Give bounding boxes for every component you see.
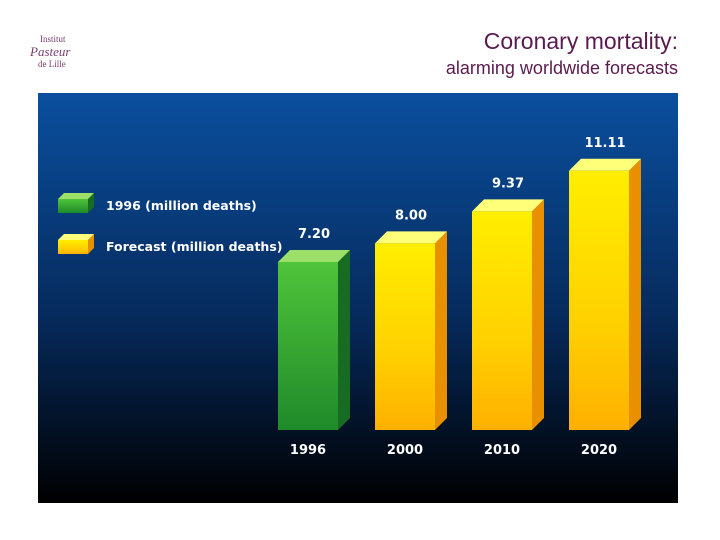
bar-2020 [569,158,641,430]
legend-swatch [58,240,88,254]
institut-pasteur-logo: Institut Pasteur de Lille [24,34,96,74]
legend-swatch-top [58,193,94,199]
chart-legend: 1996 (million deaths) Forecast (million d… [58,193,282,254]
bar-side [532,199,544,430]
bar-front [278,262,338,430]
legend-item-actual: 1996 (million deaths) [58,193,257,213]
legend-swatch-top [58,234,94,240]
logo-line-2: Pasteur [30,44,71,59]
bar-side [435,231,447,430]
value-label: 7.20 [298,227,330,242]
bar-2000 [375,231,447,430]
bar-front [375,243,435,430]
legend-swatch-side [88,234,94,254]
bar-top [569,158,641,171]
category-label: 2020 [581,443,617,458]
legend-label: Forecast (million deaths) [106,239,282,254]
bar-side [338,250,350,430]
legend-item-forecast: Forecast (million deaths) [58,234,282,254]
bar-chart: 1996 (million deaths) Forecast (million d… [38,93,678,503]
category-label: 2000 [387,443,423,458]
category-label: 2010 [484,443,520,458]
bar-front [569,170,629,430]
logo-line-1: Institut [40,34,66,44]
bar-1996 [278,250,350,430]
chart-panel: 1996 (million deaths) Forecast (million d… [38,93,678,503]
page-title: Coronary mortality: [483,28,678,54]
bar-top [278,250,350,262]
bar-top [375,231,447,244]
legend-label: 1996 (million deaths) [106,198,257,213]
value-label: 8.00 [395,208,427,223]
value-label: 11.11 [584,136,625,151]
legend-swatch-side [88,193,94,213]
page-subtitle: alarming worldwide forecasts [445,58,678,78]
bar-front [472,211,532,430]
category-label: 1996 [290,443,326,458]
bar-side [629,158,641,430]
value-label: 9.37 [492,176,524,191]
bar-2010 [472,199,544,430]
chart-bars [278,158,641,430]
logo-line-3: de Lille [38,59,66,69]
bar-top [472,199,544,212]
legend-swatch [58,199,88,213]
chart-labels: 7.20 1996 8.00 2000 9.37 2010 11.11 2020 [290,136,626,458]
